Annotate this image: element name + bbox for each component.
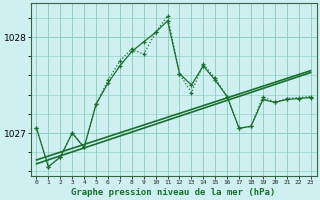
X-axis label: Graphe pression niveau de la mer (hPa): Graphe pression niveau de la mer (hPa) [71,188,276,197]
